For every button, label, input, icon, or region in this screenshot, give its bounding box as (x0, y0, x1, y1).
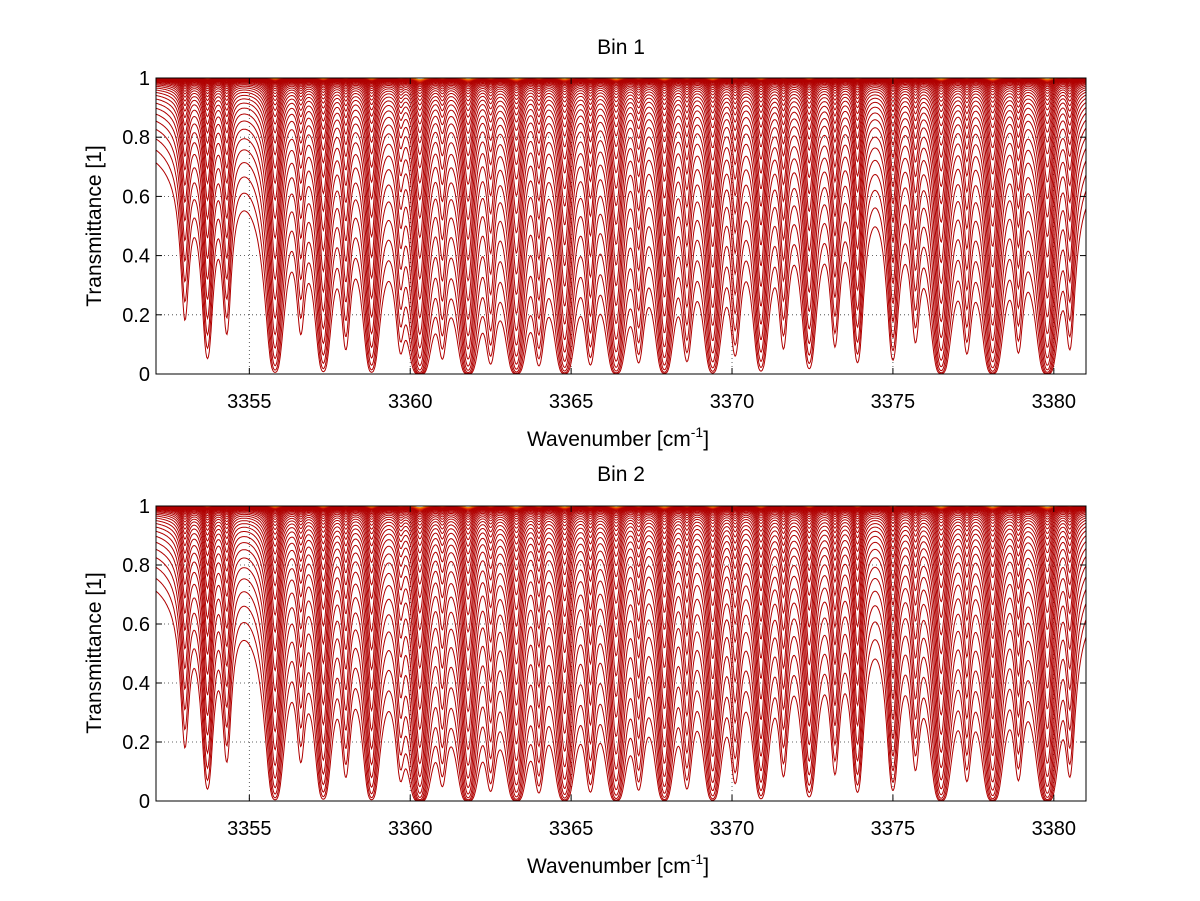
spectrum-series-31 (155, 523, 1087, 749)
x-tick-label: 3365 (549, 818, 594, 840)
spectrum-series-35 (155, 113, 1087, 367)
spectrum-series-38 (155, 138, 1087, 375)
x-tick-label: 3375 (871, 391, 916, 413)
x-tick-label: 3380 (1032, 391, 1077, 413)
spectrum-series-14 (156, 78, 1086, 98)
spectrum-series-36 (155, 120, 1087, 371)
spectrum-series-40 (155, 162, 1087, 375)
axes-box-bin-2 (155, 505, 1087, 802)
spectrum-series-31 (155, 94, 1087, 319)
spectrum-series-34 (155, 535, 1087, 788)
x-tick-label: 3375 (871, 818, 916, 840)
spectrum-series-30 (155, 520, 1087, 731)
spectrum-series-32 (155, 98, 1087, 336)
spectrum-series-22 (156, 80, 1087, 156)
spectrum-series-30 (155, 92, 1087, 301)
spectrum-series-25 (155, 511, 1087, 631)
spectrum-series-19 (156, 79, 1087, 125)
spectrum-series-39 (155, 149, 1087, 375)
spectrum-series-14 (156, 506, 1087, 526)
y-tick-label: 1 (139, 68, 150, 90)
spectrum-series-20 (156, 507, 1087, 563)
spectrum-series-16 (156, 506, 1086, 535)
spectrum-series-24 (155, 510, 1087, 614)
y-tick-label: 0.8 (122, 127, 150, 149)
chart-title-bin-2: Bin 2 (597, 463, 645, 486)
x-tick-label: 3360 (388, 391, 433, 413)
spectrum-series-40 (155, 590, 1087, 802)
spectrum-series-33 (155, 530, 1087, 778)
spectrum-series-36 (155, 548, 1087, 799)
y-tick-label: 0.2 (122, 305, 150, 327)
x-ticks-bin-1: 3355 3360 3365 3370 3375 3380 (227, 78, 1076, 413)
panel-bin-1: 3355 3360 3365 3370 3375 3380 00.20.40.60.81 … (83, 36, 1087, 451)
y-tick-label: 0 (139, 364, 150, 386)
y-axis-label-bin-2: Transmittance [1] (83, 572, 106, 733)
spectrum-series-39 (155, 578, 1087, 802)
spectrum-series-32 (155, 526, 1087, 765)
spectrum-series-27 (155, 85, 1087, 239)
panel-bin-2: 3355 3360 3365 3370 3375 3380 00.20.40.60.81 … (83, 463, 1087, 878)
y-tick-label: 0.4 (122, 673, 150, 695)
y-axis-label-bin-1: Transmittance [1] (83, 145, 106, 306)
spectrum-series-15 (156, 78, 1086, 101)
spectrum-series-27 (155, 513, 1087, 670)
spectrum-series-22 (155, 508, 1087, 585)
x-tick-label: 3380 (1032, 818, 1077, 840)
x-tick-label: 3365 (549, 391, 594, 413)
x-axis-label-superscript-bin-2: -1 (691, 851, 704, 867)
spectrum-series-20 (156, 79, 1087, 134)
y-ticks-bin-2: 0 0.2 0.4 0.6 0.8 1 (122, 496, 1086, 813)
spectrum-series-24 (156, 82, 1087, 184)
spectrum-series-28 (155, 87, 1087, 260)
plot-area-bin-2 (156, 506, 1086, 801)
spectrum-series-35 (155, 541, 1087, 795)
spectrum-series-16 (156, 78, 1086, 106)
spectrum-series-29 (155, 89, 1087, 281)
spectrum-series-28 (155, 515, 1087, 690)
y-tick-label: 0.2 (122, 732, 150, 754)
y-tick-label: 1 (139, 496, 150, 518)
spectrum-series-25 (156, 83, 1087, 201)
x-tick-label: 3370 (710, 818, 755, 840)
spectrum-series-34 (155, 107, 1087, 360)
spectrum-series-21 (156, 508, 1087, 573)
x-tick-label: 3370 (710, 391, 755, 413)
spectrum-series-23 (156, 81, 1087, 169)
spectrum-series-38 (155, 566, 1087, 801)
spectrum-series-29 (155, 517, 1087, 711)
x-tick-label: 3360 (388, 818, 433, 840)
spectrum-series-37 (155, 128, 1087, 373)
chart-title-bin-1: Bin 1 (597, 36, 645, 59)
spectrum-series-23 (156, 509, 1087, 599)
series-bin-1 (155, 77, 1087, 375)
x-tick-label: 3355 (227, 391, 272, 413)
spectrum-series-15 (156, 506, 1086, 530)
spectrum-series-26 (156, 84, 1087, 220)
spectrum-series-26 (155, 512, 1087, 650)
x-axis-label-bin-1: Wavenumber [cm-1] (527, 424, 709, 451)
x-ticks-bin-2: 3355 3360 3365 3370 3375 3380 (227, 506, 1076, 840)
spectrum-series-37 (155, 557, 1087, 801)
spectrum-series-33 (155, 102, 1087, 349)
y-tick-label: 0.4 (122, 246, 150, 268)
x-axis-label-superscript-bin-1: -1 (691, 424, 704, 440)
series-bin-2 (155, 505, 1087, 802)
spectrum-series-18 (156, 79, 1087, 118)
spectrum-series-19 (156, 507, 1087, 554)
spectrum-series-17 (155, 78, 1087, 111)
y-tick-label: 0.8 (122, 555, 150, 577)
spectrum-series-17 (156, 506, 1086, 540)
y-tick-label: 0.6 (122, 186, 150, 208)
y-tick-label: 0 (139, 791, 150, 813)
spectrum-series-21 (156, 80, 1087, 144)
spectrum-series-18 (156, 507, 1087, 547)
x-tick-label: 3355 (227, 818, 272, 840)
axes-box-bin-1 (155, 77, 1087, 375)
x-axis-label-bin-2: Wavenumber [cm-1] (527, 851, 709, 878)
y-ticks-bin-1: 0 0.2 0.4 0.6 0.8 1 (122, 68, 1086, 386)
y-tick-label: 0.6 (122, 614, 150, 636)
